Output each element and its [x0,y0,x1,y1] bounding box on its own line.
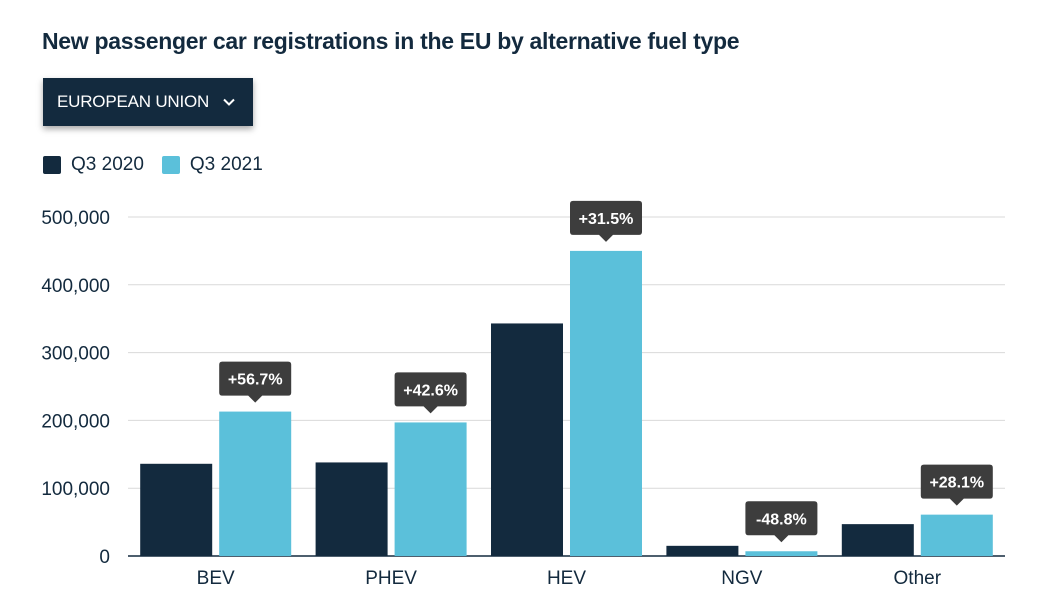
chart-title: New passenger car registrations in the E… [42,28,740,54]
change-bubble [394,372,467,414]
y-tick-label: 500,000 [41,208,110,229]
y-tick-label: 300,000 [41,344,110,365]
chart-legend: Q3 2020 Q3 2021 [43,154,281,176]
legend-label-q3-2021: Q3 2021 [189,154,263,175]
legend-item-q3-2020[interactable]: Q3 2020 [43,154,144,176]
legend-label-q3-2020: Q3 2020 [71,154,144,175]
change-label: +56.7% [228,372,283,389]
change-label: +28.1% [929,475,984,492]
x-category-label: BEV [197,568,235,589]
change-bubble [745,501,818,543]
y-tick-label: 200,000 [41,411,110,432]
legend-swatch-q3-2020 [43,156,61,174]
bar-q3-2021[interactable] [745,551,818,556]
x-category-label: PHEV [365,568,417,589]
chevron-down-icon [221,94,237,110]
region-dropdown[interactable]: EUROPEAN UNION [43,78,253,126]
bar-q3-2020[interactable] [491,323,563,556]
change-label: -48.8% [756,511,807,528]
y-tick-label: 0 [99,547,110,568]
bar-q3-2021[interactable] [394,422,467,556]
change-bubble [570,200,642,242]
y-tick-label: 100,000 [41,479,110,500]
bar-q3-2020[interactable] [841,524,914,556]
change-bubble [219,361,292,403]
bar-q3-2020[interactable] [666,545,739,556]
bar-q3-2021[interactable] [920,514,993,556]
change-bubble [920,464,993,506]
bar-q3-2020[interactable] [140,463,213,556]
y-tick-label: 400,000 [41,276,110,297]
legend-swatch-q3-2021 [161,156,180,174]
bar-q3-2020[interactable] [315,462,388,556]
bar-q3-2021[interactable] [219,411,292,556]
bar-q3-2021[interactable] [570,250,642,556]
change-label: +31.5% [579,211,634,228]
change-label: +42.6% [403,382,458,399]
region-dropdown-label: EUROPEAN UNION [57,92,210,111]
x-category-label: NGV [721,568,763,589]
x-category-label: HEV [547,568,586,589]
x-category-label: Other [894,568,942,589]
legend-item-q3-2021[interactable]: Q3 2021 [161,154,263,176]
